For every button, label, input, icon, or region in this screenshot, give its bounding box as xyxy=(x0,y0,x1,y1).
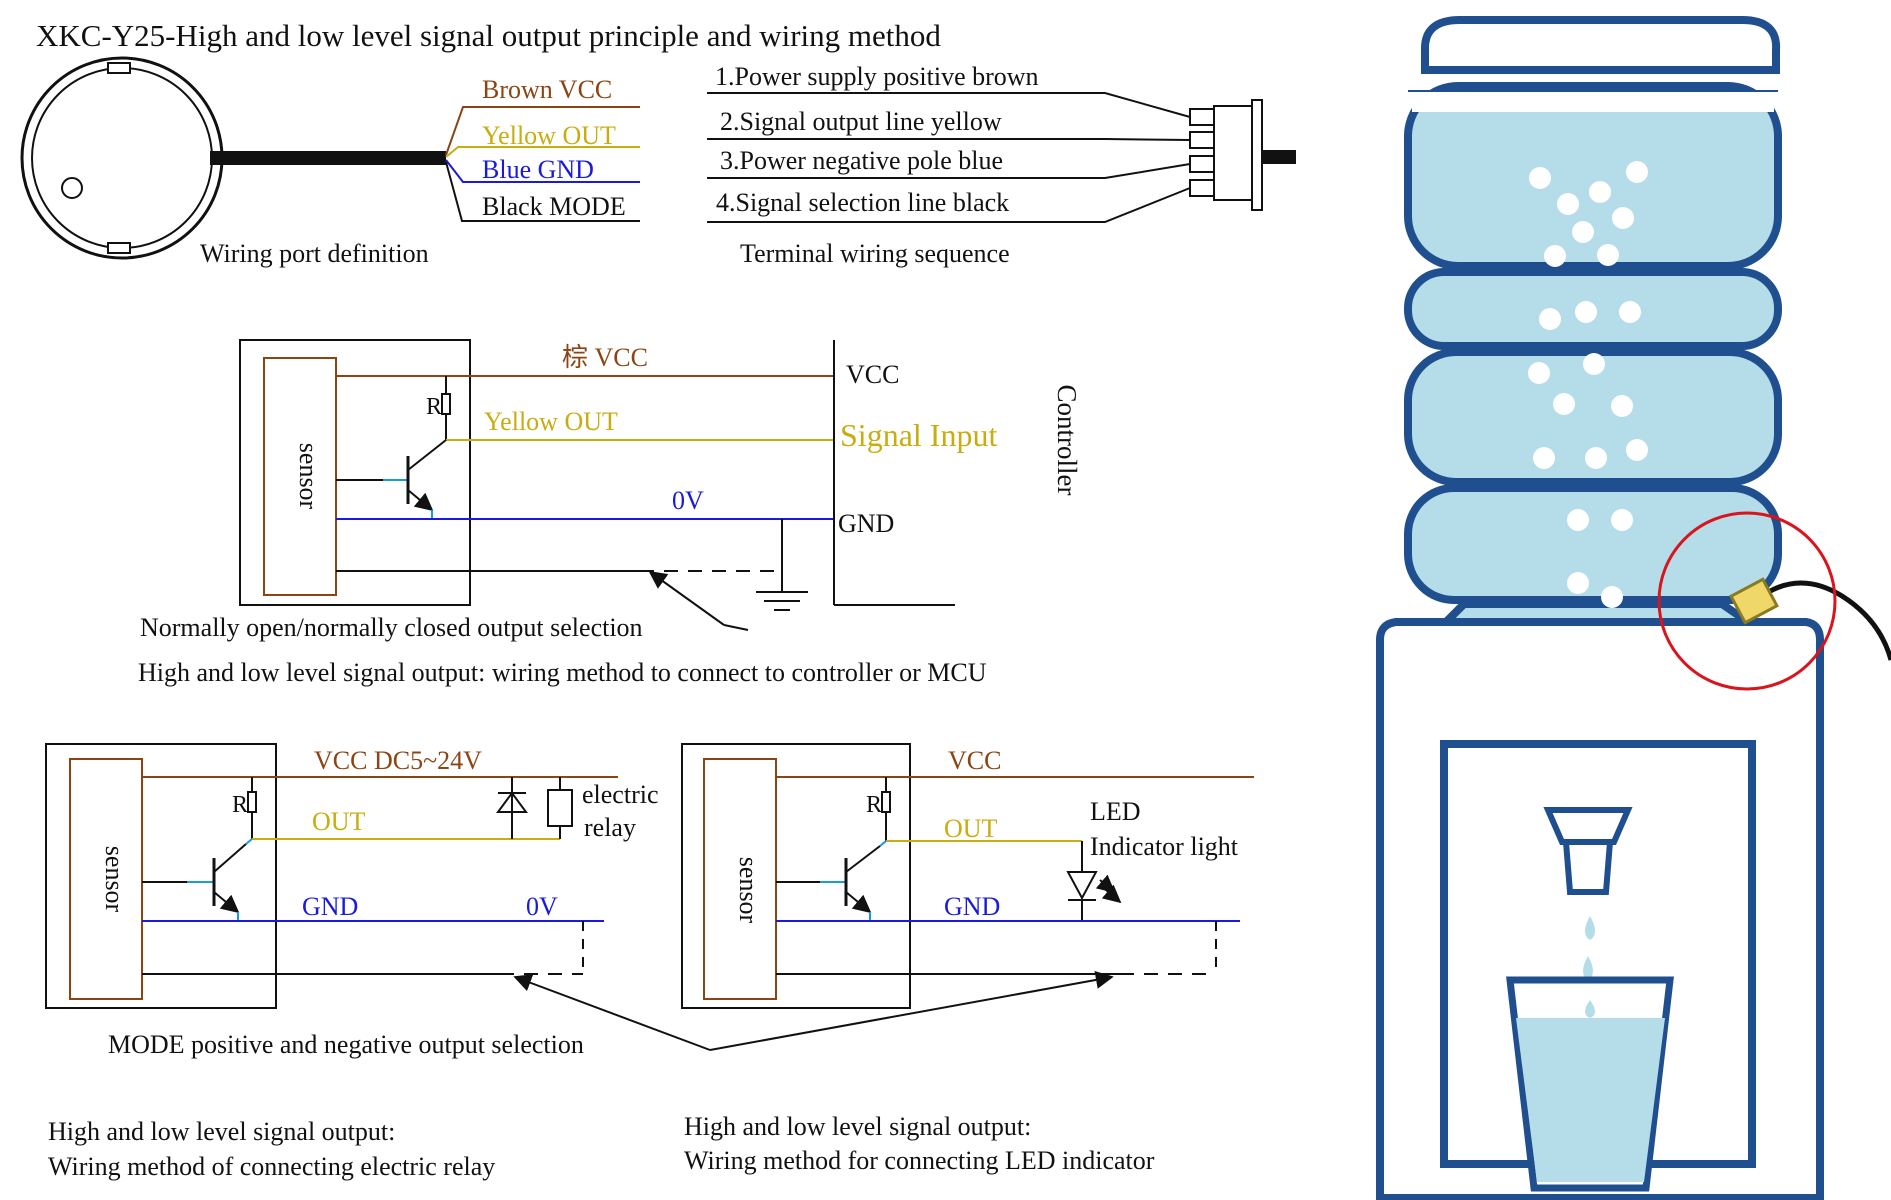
vcc-terminal-label: VCC xyxy=(846,360,899,389)
relay-coil-icon xyxy=(547,789,573,827)
relay-resistor-label: R xyxy=(232,792,248,818)
led-caption-2: Wiring method for connecting LED indicat… xyxy=(684,1146,1155,1175)
relay-vcc-label: VCC DC5~24V xyxy=(314,746,482,775)
led-device-label-1: LED xyxy=(1090,797,1141,826)
gnd-terminal-label: GND xyxy=(838,509,894,538)
sensor-module-box xyxy=(239,339,471,606)
relay-out-label: OUT xyxy=(312,807,366,836)
led-wiring xyxy=(776,776,1254,975)
relay-wiring xyxy=(142,776,618,975)
level-sensor-icon xyxy=(1729,577,1891,661)
mode-arrows xyxy=(513,971,1114,1051)
selection-note: Normally open/normally closed output sel… xyxy=(140,613,643,642)
diode-icon xyxy=(496,791,528,813)
relay-zero-v-label: 0V xyxy=(526,892,558,921)
port-caption: Wiring port definition xyxy=(200,239,429,268)
relay-caption-1: High and low level signal output: xyxy=(48,1117,395,1146)
resistor-label: R xyxy=(426,394,442,420)
wire-fan xyxy=(445,106,640,222)
vcc-wire-label: 棕 VCC xyxy=(562,343,648,372)
relay-sensor-block xyxy=(69,758,143,1000)
sensor-disc-icon xyxy=(20,56,446,260)
terminal-caption: Terminal wiring sequence xyxy=(740,239,1010,268)
led-device-label-2: Indicator light xyxy=(1090,832,1239,861)
relay-gnd-label: GND xyxy=(302,892,358,921)
led-sensor-block xyxy=(703,758,777,1000)
led-out-label: OUT xyxy=(944,814,998,843)
controller-caption: High and low level signal output: wiring… xyxy=(138,658,987,687)
terminal-lines xyxy=(707,92,1191,223)
relay-caption-2: Wiring method of connecting electric rel… xyxy=(48,1152,495,1181)
led-vcc-label: VCC xyxy=(948,746,1001,775)
zero-v-label: 0V xyxy=(672,486,704,515)
terminal-line-1: 1.Power supply positive brown xyxy=(715,62,1039,91)
highlight-circle xyxy=(1657,511,1837,691)
wire-label-blue: Blue GND xyxy=(482,155,594,184)
relay-sensor-module-box xyxy=(45,743,277,1009)
water-dispenser-icon xyxy=(1376,16,1824,1200)
ground-icon xyxy=(756,591,808,611)
led-gnd-label: GND xyxy=(944,892,1000,921)
wire-label-black: Black MODE xyxy=(482,192,626,221)
out-wire-label: Yellow OUT xyxy=(484,407,618,436)
signal-input-label: Signal Input xyxy=(840,417,997,453)
terminal-line-4: 4.Signal selection line black xyxy=(716,188,1009,217)
relay-device-label-1: electric xyxy=(582,780,659,809)
led-resistor-label: R xyxy=(866,792,882,818)
mode-note: MODE positive and negative output select… xyxy=(108,1030,584,1059)
sensor-label: sensor xyxy=(294,443,323,510)
wire-label-yellow: Yellow OUT xyxy=(482,121,616,150)
controller-wiring xyxy=(336,340,955,631)
led-sensor-label: sensor xyxy=(734,857,763,924)
relay-sensor-label: sensor xyxy=(100,846,129,913)
controller-label: Controller xyxy=(1052,385,1082,496)
wire-label-brown: Brown VCC xyxy=(482,75,612,104)
led-icon xyxy=(1066,871,1122,904)
relay-device-label-2: relay xyxy=(584,813,636,842)
led-caption-1: High and low level signal output: xyxy=(684,1112,1031,1141)
connector-icon xyxy=(1189,99,1296,211)
terminal-line-3: 3.Power negative pole blue xyxy=(720,146,1003,175)
led-sensor-module-box xyxy=(681,743,911,1009)
sensor-block xyxy=(263,357,337,596)
terminal-line-2: 2.Signal output line yellow xyxy=(720,107,1002,136)
page-title: XKC-Y25-High and low level signal output… xyxy=(36,18,941,53)
